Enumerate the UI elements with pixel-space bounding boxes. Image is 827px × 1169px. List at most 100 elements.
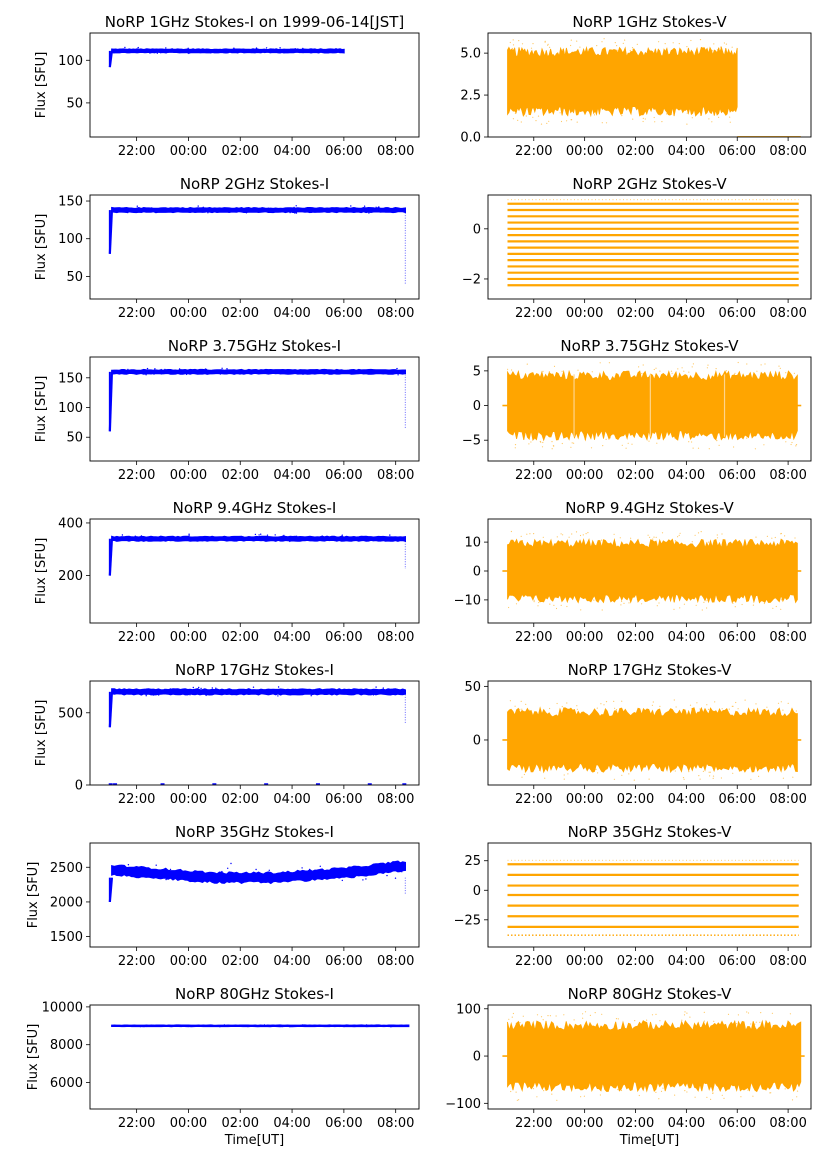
y-axis-label: Flux [SFU] [34, 52, 49, 119]
series-point [166, 209, 168, 211]
series-point [514, 705, 516, 707]
series-point [789, 1013, 792, 1015]
series-point [562, 534, 564, 536]
series-point [548, 371, 551, 373]
series-point [782, 777, 785, 779]
x-tick-label: 06:00 [719, 306, 756, 321]
series-point [621, 774, 623, 776]
series-point [697, 532, 700, 534]
series-point [600, 703, 602, 705]
series-point [771, 1012, 774, 1014]
x-tick-label: 00:00 [170, 630, 207, 645]
series-point [310, 211, 313, 213]
series-point [353, 209, 356, 211]
series-point [601, 609, 603, 611]
series-point [655, 536, 657, 539]
series-point [656, 605, 658, 607]
series-point [632, 48, 634, 50]
series-point [706, 607, 708, 609]
series-point [622, 42, 624, 45]
series-point [289, 211, 291, 214]
series-point [388, 1025, 390, 1028]
series-point [774, 536, 776, 539]
chart-title: NoRP 1GHz Stokes-I on 1999-06-14[JST] [105, 13, 405, 31]
series-point [542, 441, 544, 444]
series-point [511, 369, 513, 371]
series-point [127, 211, 129, 214]
series-point [629, 49, 631, 52]
series-point [651, 1014, 654, 1016]
plot-area-v7 [502, 1011, 805, 1101]
series-point [362, 879, 364, 881]
series-point [215, 687, 217, 689]
series-point [533, 533, 535, 535]
series-point [746, 1011, 748, 1013]
x-tick-label: 08:00 [377, 630, 414, 645]
series-point [642, 120, 644, 123]
series-point [321, 535, 324, 537]
series-point [553, 604, 555, 607]
series-point [662, 1087, 664, 1089]
series-point [580, 609, 582, 611]
chart-title: NoRP 35GHz Stokes-I [175, 823, 334, 841]
chart-panel-i6: 22:00 00:00 02:00 04:00 06:00 08:00 1500 2000 25… [26, 823, 420, 969]
series-point [672, 769, 674, 771]
series-point [547, 1015, 549, 1017]
series-point [538, 601, 540, 604]
series-point [239, 373, 241, 375]
series-point [514, 447, 516, 449]
x-axis-label: Time[UT] [224, 1133, 284, 1148]
series-point [281, 1025, 283, 1028]
axes-frame [89, 1004, 420, 1110]
series-point [388, 371, 390, 373]
series-point [160, 368, 162, 371]
series-point [555, 607, 558, 610]
series-point [536, 1096, 538, 1098]
series-point [325, 870, 327, 873]
chart-panel-v1: 22:00 00:00 02:00 04:00 06:00 08:00 0.0 2.5 5.0 N… [460, 13, 812, 159]
y-tick-label: 500 [58, 706, 83, 721]
series-point [617, 1018, 619, 1020]
series-point [526, 533, 528, 535]
series-point [641, 372, 643, 375]
series-point [599, 1094, 602, 1096]
series-point [706, 367, 709, 369]
series-point [341, 879, 343, 882]
series-point [703, 1020, 706, 1022]
series-point [608, 362, 611, 364]
series-point [521, 43, 524, 45]
series-point [529, 533, 531, 535]
series-point [539, 440, 541, 443]
series-point [515, 1091, 517, 1093]
series-point [725, 43, 728, 45]
series-band-v7 [507, 1019, 802, 1093]
series-point [257, 538, 260, 541]
series-point [125, 51, 127, 54]
plot-area-v2 [507, 199, 799, 287]
series-point [544, 436, 546, 438]
series-point [697, 447, 700, 449]
series-point [339, 538, 341, 540]
x-tick-label: 22:00 [118, 792, 155, 807]
series-point [560, 120, 563, 123]
series-band-v1 [507, 46, 738, 118]
x-tick-label: 06:00 [325, 792, 362, 807]
series-point [576, 708, 579, 710]
series-point [700, 114, 702, 116]
series-point [515, 1022, 517, 1024]
x-tick-label: 00:00 [170, 954, 207, 969]
series-point [664, 43, 666, 45]
series-point [734, 372, 736, 374]
series-point [291, 689, 293, 691]
series-point [149, 52, 151, 54]
series-point [561, 49, 564, 51]
series-point [227, 49, 229, 51]
series-point [561, 370, 563, 372]
series-point [134, 535, 136, 537]
series-point [302, 47, 304, 50]
series-point [137, 46, 139, 49]
series-point [605, 122, 608, 124]
series-point [684, 1090, 686, 1092]
series-point [242, 879, 244, 881]
series-point [127, 368, 129, 371]
